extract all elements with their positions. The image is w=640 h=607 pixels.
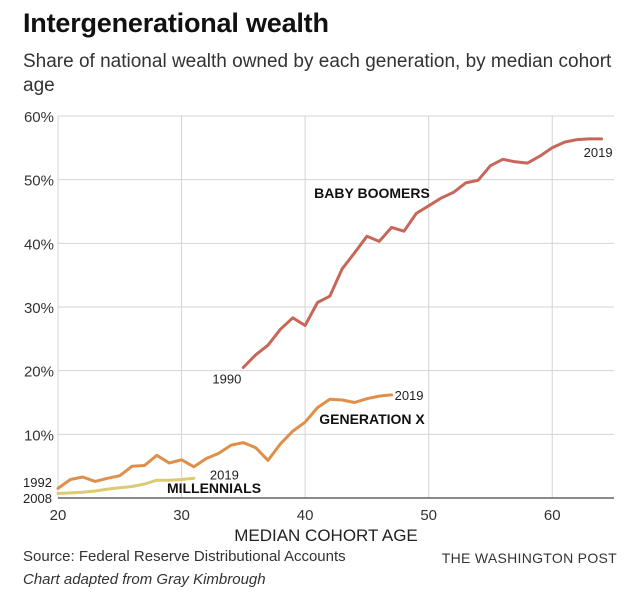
grid-layer [57, 115, 614, 499]
series-line-generation-x [56, 393, 394, 490]
x-tick-label: 30 [173, 507, 190, 524]
credit-note: Chart adapted from Gray Kimbrough [23, 571, 266, 588]
label-layer: 10% 20% 30% 40% 50% 60% 20 30 40 50 60 MEDIAN COHOR… [23, 109, 613, 545]
x-tick-label: 20 [50, 507, 67, 524]
series-start-label: 2008 [23, 491, 52, 506]
series-label-generation-x: GENERATION X [319, 411, 425, 427]
series-start-label: 1992 [23, 475, 52, 490]
y-tick-label: 30% [24, 300, 54, 317]
y-tick-label: 60% [24, 109, 54, 126]
series-label-millennials: MILLENNIALS [167, 480, 261, 496]
publisher-credit: THE WASHINGTON POST [441, 550, 617, 566]
x-tick-label: 50 [420, 507, 437, 524]
source-note: Source: Federal Reserve Distributional A… [23, 548, 346, 565]
series-end-label: 2019 [210, 467, 239, 482]
series-line-baby-boomers [241, 137, 604, 369]
y-tick-label: 40% [24, 236, 54, 253]
series-layer [56, 137, 604, 495]
chart-subtitle: Share of national wealth owned by each g… [23, 51, 612, 96]
series-end-label: 2019 [395, 388, 424, 403]
x-tick-label: 40 [297, 507, 314, 524]
y-tick-label: 10% [24, 427, 54, 444]
y-tick-label: 50% [24, 173, 54, 190]
x-axis-title: MEDIAN COHORT AGE [234, 526, 418, 545]
series-label-baby-boomers: BABY BOOMERS [314, 185, 430, 201]
series-line-millennials [56, 476, 196, 495]
y-tick-label: 20% [24, 364, 54, 381]
series-start-label: 1990 [212, 371, 241, 386]
x-tick-label: 60 [544, 507, 561, 524]
chart-title: Intergenerational wealth [23, 8, 329, 38]
series-end-label: 2019 [584, 145, 613, 160]
